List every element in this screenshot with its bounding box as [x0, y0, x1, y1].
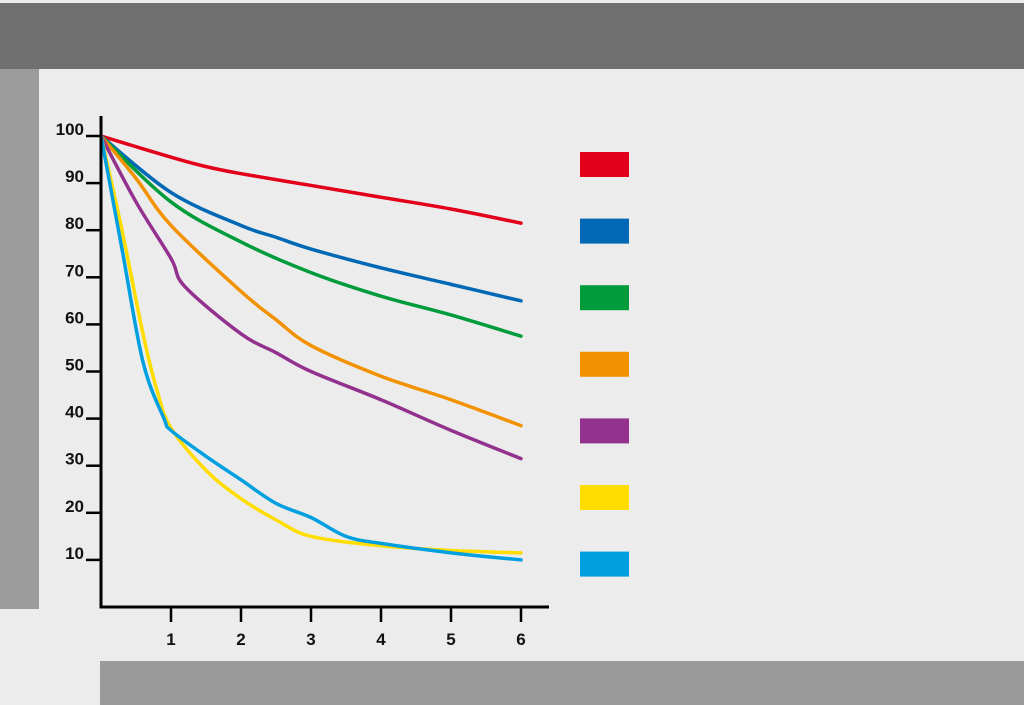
x-tick-label: 3 — [306, 630, 315, 649]
top-banner — [0, 3, 1024, 69]
legend — [580, 152, 629, 577]
series-line-7 — [99, 134, 523, 562]
series-line-5 — [99, 134, 523, 461]
x-tick-label: 6 — [516, 630, 525, 649]
series-line-2 — [99, 134, 523, 303]
series-line-1 — [99, 134, 523, 225]
x-tick-label: 4 — [376, 630, 386, 649]
bottom-banner — [100, 661, 1024, 705]
x-tick-label: 2 — [236, 630, 245, 649]
series-line-3 — [99, 134, 523, 338]
legend-swatch-3 — [580, 285, 629, 311]
legend-swatch-6 — [580, 485, 629, 510]
left-side-panel — [0, 69, 39, 609]
y-tick-label: 30 — [65, 450, 84, 469]
legend-swatch-7 — [580, 551, 629, 577]
legend-swatch-5 — [580, 418, 629, 444]
series-lines — [99, 134, 523, 562]
x-tick-label: 1 — [166, 630, 175, 649]
y-tick-label: 70 — [65, 261, 84, 280]
series-line-4 — [99, 134, 523, 428]
y-tick-label: 10 — [65, 544, 84, 563]
y-tick-label: 90 — [65, 167, 84, 186]
y-tick-label: 80 — [65, 214, 84, 233]
legend-swatch-2 — [580, 218, 629, 244]
y-tick-label: 50 — [65, 356, 84, 375]
legend-swatch-4 — [580, 351, 629, 377]
chart-axes — [99, 116, 549, 609]
legend-swatch-1 — [580, 152, 629, 177]
y-tick-label: 20 — [65, 497, 84, 516]
y-tick-label: 60 — [65, 308, 84, 327]
x-tick-label: 5 — [446, 630, 455, 649]
y-tick-label: 100 — [56, 120, 84, 139]
y-tick-label: 40 — [65, 403, 84, 422]
chart-ticks: 10 20 30 40 50 60 70 80 90 100 1 2 3 4 5 6 — [56, 120, 526, 649]
